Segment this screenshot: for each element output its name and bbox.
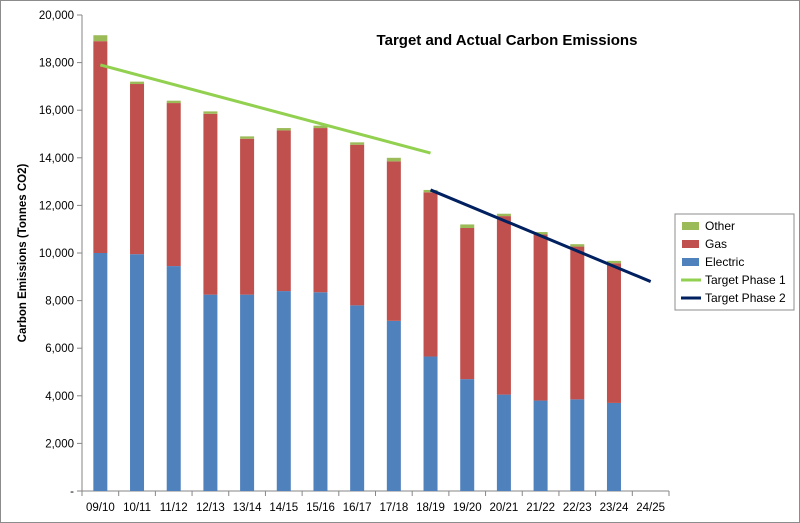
x-tick-label: 16/17 xyxy=(343,502,372,514)
bar-gas xyxy=(570,246,585,400)
y-tick-label: 2,000 xyxy=(45,438,74,450)
bar-other xyxy=(93,35,108,42)
legend-label: Electric xyxy=(705,255,744,269)
bar-electric xyxy=(93,253,108,491)
x-tick-label: 12/13 xyxy=(196,502,225,514)
y-tick-label: 20,000 xyxy=(39,10,74,22)
bar-other xyxy=(276,128,291,131)
line-target-phase-2 xyxy=(429,188,652,283)
x-tick-label: 15/16 xyxy=(306,502,335,514)
bar-other xyxy=(166,100,181,104)
bar-gas xyxy=(423,192,438,357)
bar-electric xyxy=(203,294,218,491)
bar-other xyxy=(460,224,475,229)
bar-gas xyxy=(240,138,255,295)
bar-gas xyxy=(533,234,548,401)
y-tick-label: 4,000 xyxy=(45,391,74,403)
x-tick-label: 09/10 xyxy=(86,502,115,514)
chart-title: Target and Actual Carbon Emissions xyxy=(377,32,638,49)
bar-gas xyxy=(386,161,401,321)
y-tick-label: 18,000 xyxy=(39,58,74,70)
bar-gas xyxy=(606,263,621,403)
x-tick-label: 14/15 xyxy=(269,502,298,514)
bar-gas xyxy=(130,84,145,255)
bar-electric xyxy=(606,402,621,491)
x-tick-label: 19/20 xyxy=(453,502,482,514)
bar-other xyxy=(240,136,255,139)
x-tick-label: 22/23 xyxy=(563,502,592,514)
bar-other xyxy=(496,213,511,217)
bar-gas xyxy=(313,128,328,293)
line-target-phase-1 xyxy=(99,63,431,155)
x-tick-label: 11/12 xyxy=(160,502,188,514)
bar-electric xyxy=(460,379,475,491)
bar-gas xyxy=(93,41,108,254)
bar-electric xyxy=(533,400,548,491)
legend-label: Target Phase 2 xyxy=(705,291,786,305)
y-tick-label: 16,000 xyxy=(39,105,74,117)
bar-electric xyxy=(240,294,255,491)
bar-electric xyxy=(166,266,181,491)
bar-electric xyxy=(350,305,365,491)
bar-electric xyxy=(423,356,438,491)
legend-swatch xyxy=(682,258,699,266)
bar-electric xyxy=(130,254,145,491)
legend-swatch xyxy=(682,240,699,248)
bar-electric xyxy=(496,394,511,491)
bar-electric xyxy=(570,399,585,491)
y-tick-label: 10,000 xyxy=(39,248,74,260)
x-tick-label: 18/19 xyxy=(416,502,445,514)
x-tick-label: 21/22 xyxy=(526,502,555,514)
legend-label: Gas xyxy=(705,237,727,251)
x-tick-label: 23/24 xyxy=(600,502,629,514)
bar-electric xyxy=(313,292,328,491)
y-tick-label: 14,000 xyxy=(39,153,74,165)
bar-other xyxy=(313,125,328,129)
y-tick-label: 8,000 xyxy=(45,296,74,308)
bar-gas xyxy=(276,130,291,292)
x-tick-label: 20/21 xyxy=(490,502,519,514)
legend-label: Other xyxy=(705,219,735,233)
bar-other xyxy=(130,81,145,85)
bar-other xyxy=(386,157,401,162)
y-tick-label: - xyxy=(70,486,74,498)
legend-swatch xyxy=(682,222,699,230)
legend-label: Target Phase 1 xyxy=(705,273,786,287)
y-axis-label: Carbon Emissions (Tonnes CO2) xyxy=(17,163,29,342)
bar-gas xyxy=(496,216,511,395)
bar-other xyxy=(570,244,585,247)
y-tick-label: 12,000 xyxy=(39,200,74,212)
bar-other xyxy=(606,260,621,264)
bar-electric xyxy=(386,320,401,491)
bar-other xyxy=(350,142,365,145)
bar-gas xyxy=(166,103,181,267)
y-tick-label: 6,000 xyxy=(45,343,74,355)
x-tick-label: 13/14 xyxy=(233,502,262,514)
bar-gas xyxy=(203,113,218,295)
bar-electric xyxy=(276,291,291,491)
x-tick-label: 17/18 xyxy=(379,502,408,514)
bar-other xyxy=(203,111,218,114)
bar-gas xyxy=(460,228,475,380)
x-tick-label: 10/11 xyxy=(123,502,151,514)
bar-other xyxy=(533,232,548,235)
bar-gas xyxy=(350,144,365,306)
legend: Other Gas Electric Target Phase 1 Target Pha… xyxy=(674,213,795,311)
x-tick-label: 24/25 xyxy=(636,502,665,514)
